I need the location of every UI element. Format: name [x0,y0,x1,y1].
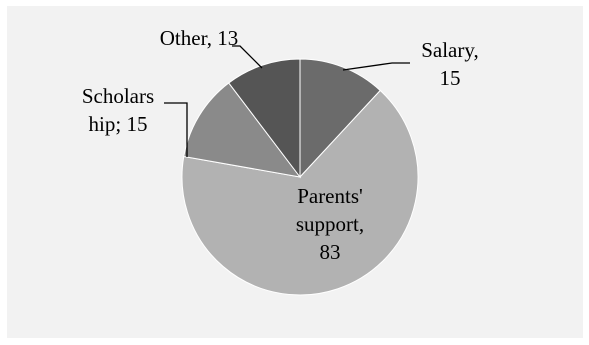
leader-line [342,62,410,71]
slice-data-label: Parents' support, 83 [296,184,364,264]
leader-line [164,102,188,157]
pie-slice [228,58,301,179]
slice-data-label: Salary, 15 [421,38,479,90]
slice-data-label: Other, 13 [160,26,238,50]
pie-slice [181,89,419,296]
slice-data-label: Scholars hip; 15 [82,84,154,136]
pie-slice [183,82,302,178]
leader-line [232,45,263,69]
pie-slice [299,58,381,179]
